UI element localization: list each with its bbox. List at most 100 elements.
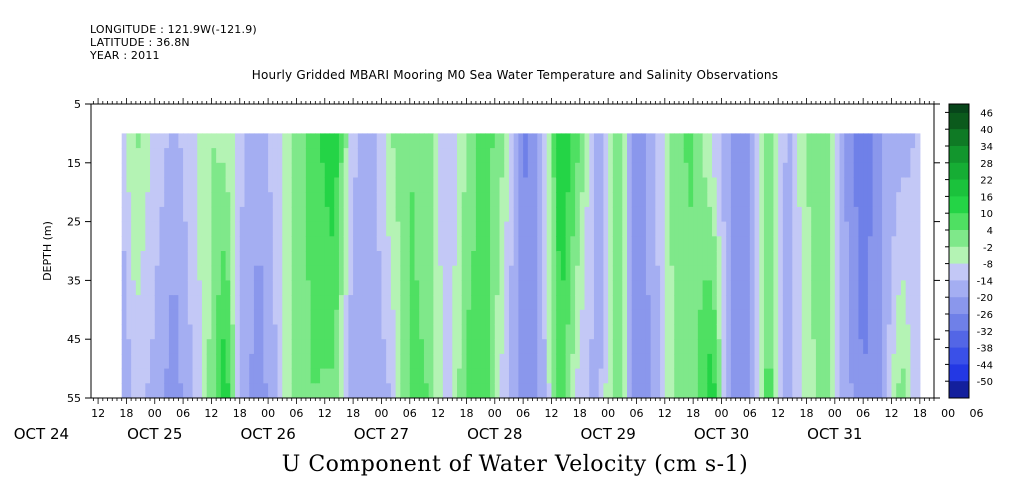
heatmap-cell xyxy=(782,236,789,252)
heatmap-cell xyxy=(428,236,434,252)
heatmap-cell xyxy=(584,280,590,296)
heatmap-cell xyxy=(839,148,845,164)
heatmap-cell xyxy=(669,148,675,164)
heatmap-cell xyxy=(343,295,349,311)
heatmap-cell xyxy=(173,148,179,164)
heatmap-cell xyxy=(664,251,671,267)
heatmap-cell xyxy=(792,133,798,149)
x-hour-label: 18 xyxy=(573,407,587,420)
heatmap-cell xyxy=(730,236,737,252)
heatmap-cell xyxy=(230,177,236,193)
heatmap-cell xyxy=(438,206,444,223)
heatmap-cell xyxy=(310,353,316,370)
heatmap-cell xyxy=(513,295,519,311)
heatmap-cell xyxy=(187,353,194,370)
heatmap-cell xyxy=(461,221,468,237)
heatmap-cell xyxy=(778,251,784,267)
heatmap-cell xyxy=(419,265,425,281)
heatmap-cell xyxy=(900,295,907,311)
heatmap-cell xyxy=(593,162,600,179)
heatmap-cell xyxy=(414,162,420,179)
heatmap-cell xyxy=(154,339,161,355)
heatmap-cell xyxy=(414,309,420,326)
x-day-label: OCT 30 xyxy=(694,425,749,443)
heatmap-cell xyxy=(745,280,751,296)
colorbar-swatch xyxy=(949,146,969,164)
heatmap-cell xyxy=(178,368,184,384)
heatmap-cell xyxy=(863,148,869,164)
heatmap-cell xyxy=(905,192,911,208)
heatmap-cell xyxy=(452,148,458,164)
heatmap-cell xyxy=(674,133,680,149)
heatmap-cell xyxy=(815,295,822,311)
heatmap-cell xyxy=(187,221,194,237)
heatmap-cell xyxy=(627,265,633,281)
heatmap-cell xyxy=(754,339,760,355)
heatmap-cell xyxy=(168,339,175,355)
heatmap-cell xyxy=(390,133,397,149)
heatmap-cell xyxy=(905,368,911,384)
heatmap-cell xyxy=(754,368,760,384)
heatmap-cell xyxy=(523,309,529,326)
heatmap-cell xyxy=(603,162,609,179)
heatmap-cell xyxy=(480,221,486,237)
heatmap-cell xyxy=(239,236,246,252)
heatmap-cell xyxy=(471,265,477,281)
heatmap-cell xyxy=(466,368,472,384)
heatmap-cell xyxy=(121,383,128,398)
heatmap-cell xyxy=(716,353,723,370)
heatmap-cell xyxy=(494,339,501,355)
heatmap-cell xyxy=(631,295,638,311)
heatmap-cell xyxy=(390,383,397,398)
heatmap-cell xyxy=(504,148,510,164)
heatmap-cell xyxy=(206,339,213,355)
heatmap-cell xyxy=(622,236,628,252)
heatmap-cell xyxy=(877,133,883,149)
heatmap-cell xyxy=(844,236,850,252)
heatmap-cell xyxy=(150,192,156,208)
heatmap-cell xyxy=(362,368,368,384)
heatmap-cell xyxy=(348,295,354,311)
heatmap-cell xyxy=(716,280,723,296)
heatmap-cell xyxy=(154,265,161,281)
heatmap-cell xyxy=(811,309,817,326)
heatmap-cell xyxy=(905,295,911,311)
heatmap-cell xyxy=(447,192,453,208)
heatmap-cell xyxy=(343,221,349,237)
heatmap-cell xyxy=(301,133,307,149)
heatmap-cell xyxy=(220,177,227,193)
heatmap-cell xyxy=(806,353,812,370)
heatmap-cell xyxy=(797,353,803,370)
heatmap-cell xyxy=(253,280,260,296)
heatmap-cell xyxy=(858,280,864,296)
heatmap-cell xyxy=(782,148,789,164)
heatmap-cell xyxy=(622,383,628,398)
heatmap-cell xyxy=(263,148,269,164)
heatmap-cell xyxy=(678,265,685,281)
heatmap-cell xyxy=(905,133,911,149)
heatmap-cell xyxy=(745,353,751,370)
heatmap-cell xyxy=(216,221,222,237)
heatmap-cell xyxy=(301,339,307,355)
heatmap-cell xyxy=(636,206,642,223)
heatmap-cell xyxy=(353,162,359,179)
heatmap-cell xyxy=(466,339,472,355)
heatmap-cell xyxy=(844,221,850,237)
heatmap-cell xyxy=(655,192,661,208)
heatmap-cell xyxy=(301,148,307,164)
heatmap-cell xyxy=(763,221,770,237)
heatmap-cell xyxy=(560,265,567,281)
heatmap-cell xyxy=(428,133,434,149)
heatmap-cell xyxy=(730,192,737,208)
heatmap-cell xyxy=(617,162,623,179)
heatmap-cell xyxy=(688,280,694,296)
heatmap-cell xyxy=(409,265,416,281)
heatmap-cell xyxy=(178,353,184,370)
heatmap-cell xyxy=(131,368,137,384)
heatmap-cell xyxy=(891,251,897,267)
heatmap-cell xyxy=(461,309,468,326)
heatmap-cell xyxy=(244,236,250,252)
heatmap-cell xyxy=(759,324,765,340)
heatmap-cell xyxy=(324,368,331,384)
